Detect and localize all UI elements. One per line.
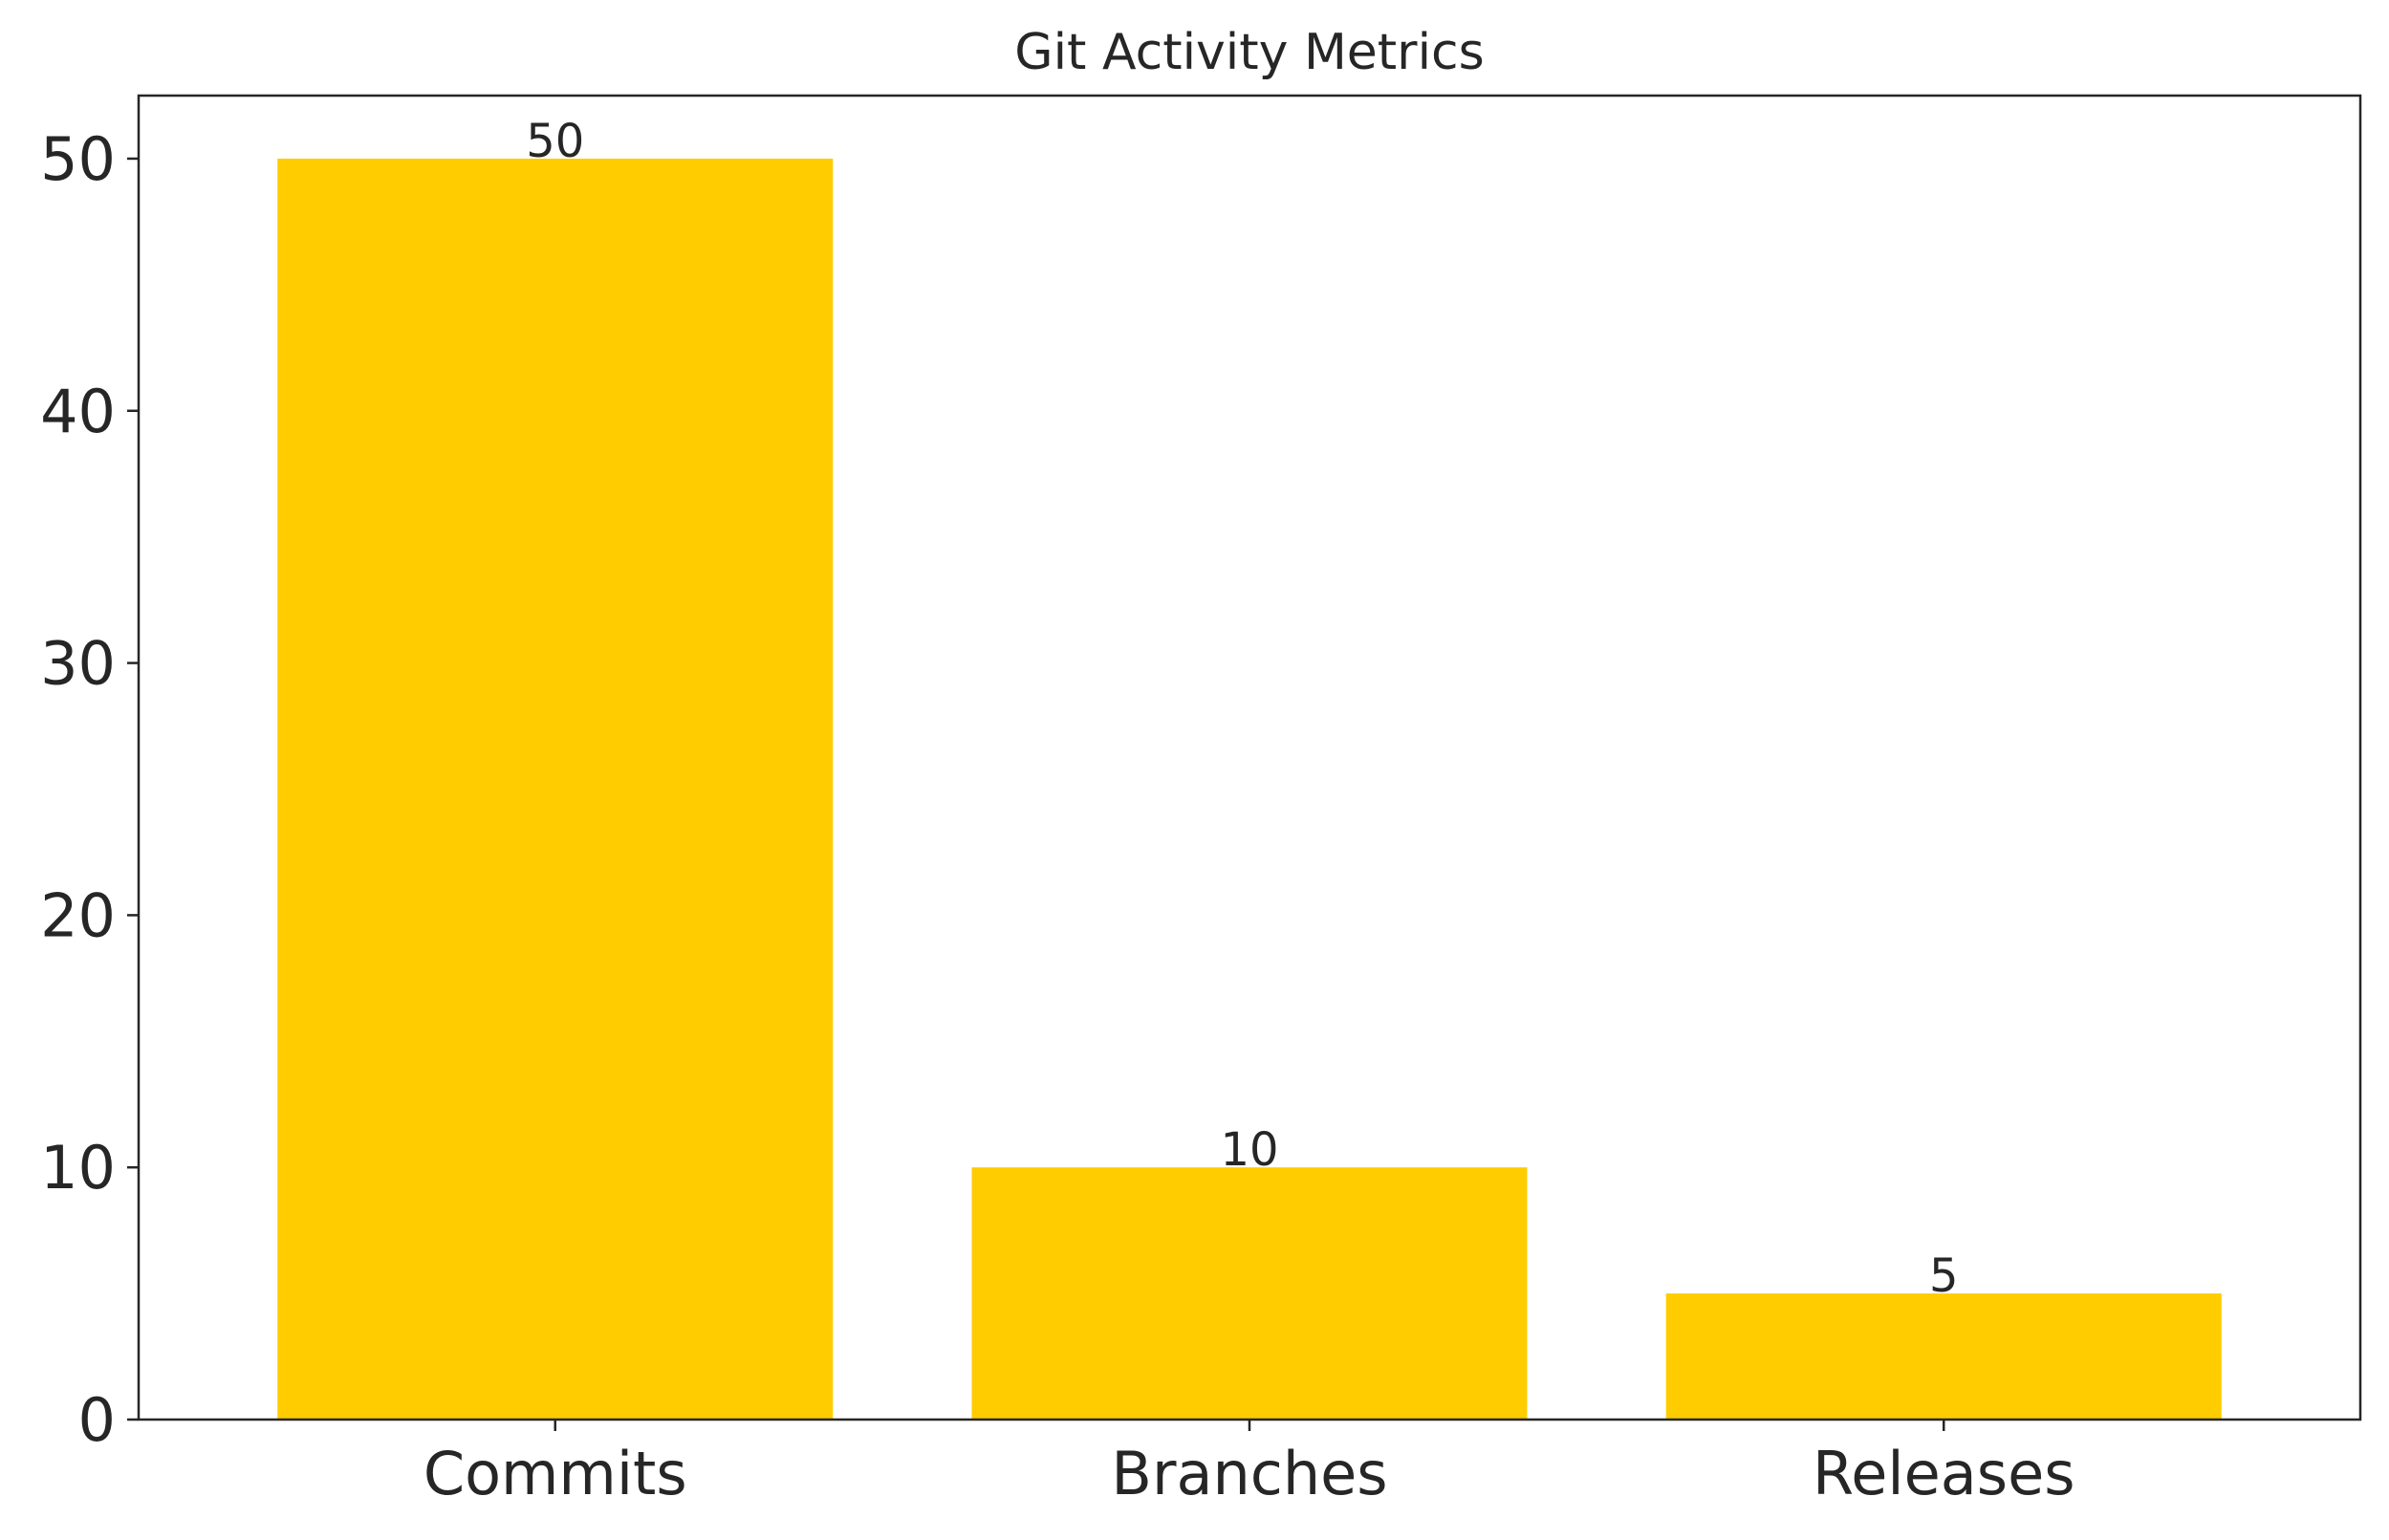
x-tick-label-branches: Branches bbox=[1111, 1439, 1387, 1508]
data-label-releases: 5 bbox=[1929, 1249, 1959, 1303]
y-tick-label-0: 0 bbox=[78, 1385, 116, 1455]
y-tick-label-10: 10 bbox=[40, 1133, 116, 1203]
bar-branches bbox=[971, 1167, 1528, 1420]
chart-title: Git Activity Metrics bbox=[1014, 24, 1484, 81]
x-tick-label-releases: Releases bbox=[1813, 1439, 2075, 1508]
bar-commits bbox=[277, 158, 834, 1420]
data-label-branches: 10 bbox=[1220, 1123, 1278, 1177]
data-label-commits: 50 bbox=[526, 115, 584, 168]
x-axis: Commits Branches Releases bbox=[424, 1420, 2075, 1508]
y-tick-label-50: 50 bbox=[40, 124, 116, 194]
y-tick-label-40: 40 bbox=[40, 377, 116, 446]
x-tick-label-commits: Commits bbox=[424, 1439, 687, 1508]
y-axis: 0 10 20 30 40 50 bbox=[40, 124, 139, 1455]
bars bbox=[277, 158, 2222, 1420]
plot-frame bbox=[137, 94, 2362, 1421]
y-tick-label-20: 20 bbox=[40, 880, 116, 950]
data-labels: 50 10 5 bbox=[526, 115, 1958, 1303]
y-tick-label-30: 30 bbox=[40, 629, 116, 699]
bar-releases bbox=[1665, 1293, 2222, 1420]
plot-area bbox=[137, 94, 2362, 1421]
